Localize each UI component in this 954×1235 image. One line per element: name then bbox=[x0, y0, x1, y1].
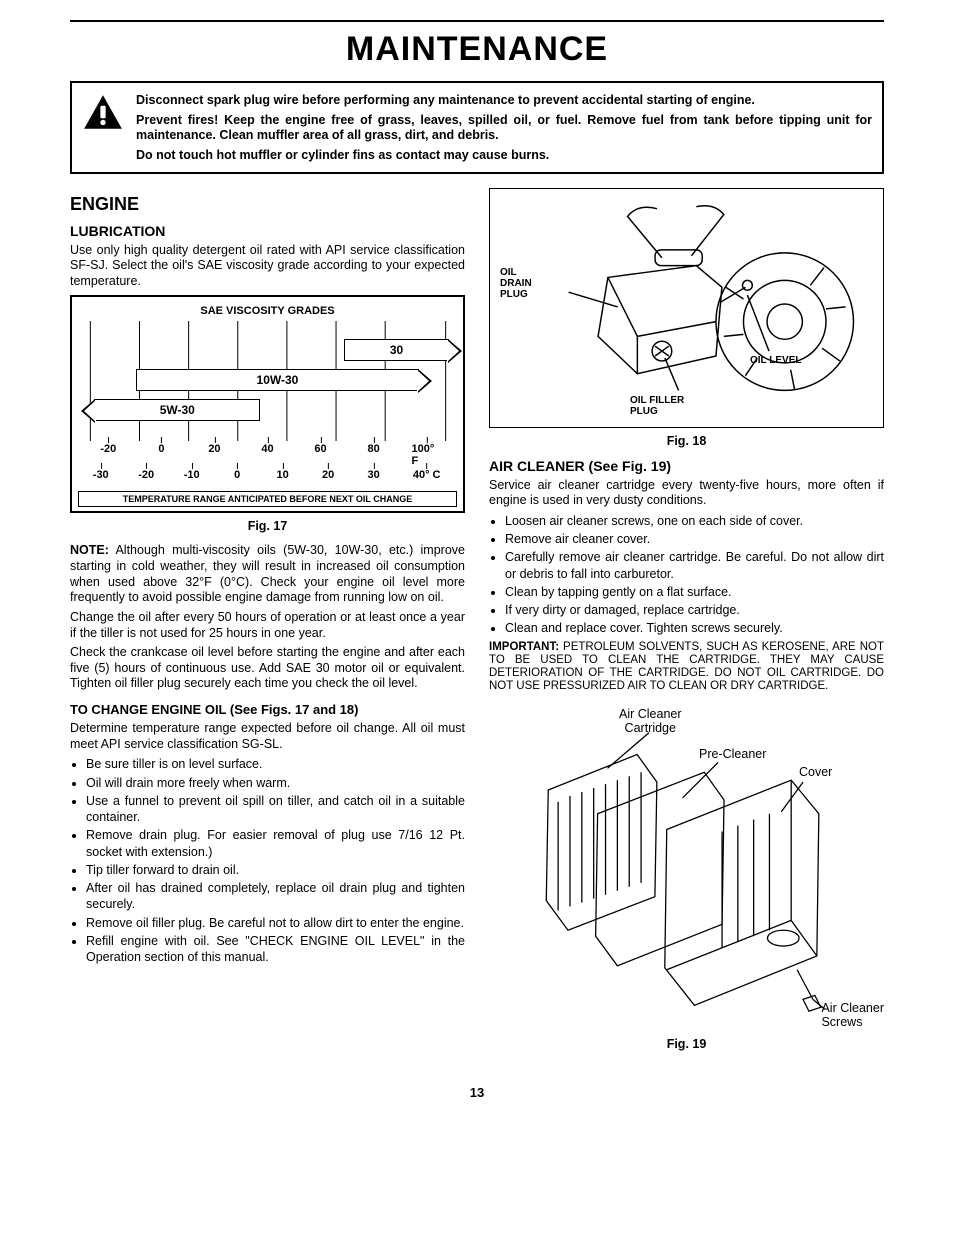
oilchange-step: Oil will drain more freely when warm. bbox=[86, 775, 465, 791]
oilchange-heading: TO CHANGE ENGINE OIL (See Figs. 17 and 1… bbox=[70, 702, 465, 717]
axis-tick: 0 bbox=[158, 443, 164, 455]
aircleaner-step: Clean by tapping gently on a flat surfac… bbox=[505, 584, 884, 600]
lubrication-intro: Use only high quality detergent oil rate… bbox=[70, 243, 465, 290]
fig18-filler-label: OIL FILLER PLUG bbox=[630, 395, 684, 417]
note-label: NOTE: bbox=[70, 543, 109, 557]
ticks-c: -30 -20 -10 0 10 20 30 40° C bbox=[78, 469, 457, 487]
left-column: ENGINE LUBRICATION Use only high quality… bbox=[70, 188, 465, 1062]
bar-10w30-label: 10W-30 bbox=[257, 373, 299, 387]
chart-footer: TEMPERATURE RANGE ANTICIPATED BEFORE NEX… bbox=[78, 491, 457, 507]
axis-tick: 40 bbox=[261, 443, 273, 455]
fig18-level-label: OIL LEVEL bbox=[750, 355, 802, 366]
aircleaner-important: IMPORTANT: PETROLEUM SOLVENTS, SUCH AS K… bbox=[489, 641, 884, 694]
axis-tick: 20 bbox=[208, 443, 220, 455]
axis-tick: 30 bbox=[367, 469, 379, 481]
fig19-cover-label: Cover bbox=[799, 765, 832, 779]
fig19-cartridge-label: Air Cleaner Cartridge bbox=[619, 707, 682, 735]
change-para-2: Check the crankcase oil level before sta… bbox=[70, 645, 465, 692]
aircleaner-steps: Loosen air cleaner screws, one on each s… bbox=[505, 513, 884, 637]
fig19: Air Cleaner Cartridge Pre-Cleaner Cover … bbox=[489, 701, 884, 1041]
axis-tick: 0 bbox=[234, 469, 240, 481]
warning-box: Disconnect spark plug wire before perfor… bbox=[70, 81, 884, 174]
warning-icon bbox=[82, 89, 124, 166]
axis-tick: -30 bbox=[93, 469, 109, 481]
axis-tick: 60 bbox=[314, 443, 326, 455]
fig19-screws-label: Air Cleaner Screws bbox=[821, 1001, 884, 1029]
lubrication-note: NOTE: Although multi-viscosity oils (5W-… bbox=[70, 543, 465, 606]
bar-5w30: 5W-30 bbox=[94, 399, 260, 421]
axis-tick: 20 bbox=[322, 469, 334, 481]
aircleaner-step: Carefully remove air cleaner cartridge. … bbox=[505, 549, 884, 582]
note-text: Although multi-viscosity oils (5W-30, 10… bbox=[70, 543, 465, 604]
bar-sae30-label: 30 bbox=[390, 343, 403, 357]
oilchange-step: Refill engine with oil. See "CHECK ENGIN… bbox=[86, 933, 465, 966]
bar-10w30: 10W-30 bbox=[136, 369, 420, 391]
ticks-f: -20020406080100° F bbox=[78, 443, 457, 461]
oilchange-step: Be sure tiller is on level surface. bbox=[86, 756, 465, 772]
fig18: OIL DRAIN PLUG OIL LEVEL OIL FILLER PLUG bbox=[489, 188, 884, 428]
axis-tick: -20 bbox=[138, 469, 154, 481]
oilchange-steps: Be sure tiller is on level surface. Oil w… bbox=[86, 756, 465, 965]
page-title: MAINTENANCE bbox=[70, 30, 884, 69]
warning-line-3: Do not touch hot muffler or cylinder fin… bbox=[136, 148, 872, 164]
important-label: IMPORTANT: bbox=[489, 641, 559, 653]
aircleaner-step: If very dirty or damaged, replace cartri… bbox=[505, 602, 884, 618]
top-rule bbox=[70, 20, 884, 22]
axis-tick: 80 bbox=[367, 443, 379, 455]
axis-tick: -10 bbox=[184, 469, 200, 481]
chart-area: 30 10W-30 5W-30 bbox=[78, 321, 457, 441]
axis-tick: 40° C bbox=[413, 469, 441, 481]
oilchange-intro: Determine temperature range expected bef… bbox=[70, 721, 465, 752]
warning-line-2: Prevent fires! Keep the engine free of g… bbox=[136, 113, 872, 144]
right-column: OIL DRAIN PLUG OIL LEVEL OIL FILLER PLUG… bbox=[489, 188, 884, 1062]
oilchange-step: Remove drain plug. For easier removal of… bbox=[86, 827, 465, 860]
oilchange-step: After oil has drained completely, replac… bbox=[86, 880, 465, 913]
chart-title: SAE VISCOSITY GRADES bbox=[78, 305, 457, 317]
fig18-svg bbox=[490, 189, 883, 425]
lubrication-heading: LUBRICATION bbox=[70, 223, 465, 239]
aircleaner-heading: AIR CLEANER (See Fig. 19) bbox=[489, 458, 884, 474]
bar-sae30: 30 bbox=[344, 339, 450, 361]
oilchange-step: Use a funnel to prevent oil spill on til… bbox=[86, 793, 465, 826]
change-para-1: Change the oil after every 50 hours of o… bbox=[70, 610, 465, 641]
fig19-svg bbox=[489, 701, 884, 1041]
oilchange-step: Tip tiller forward to drain oil. bbox=[86, 862, 465, 878]
aircleaner-step: Clean and replace cover. Tighten screws … bbox=[505, 620, 884, 636]
page-number: 13 bbox=[70, 1085, 884, 1100]
aircleaner-step: Remove air cleaner cover. bbox=[505, 531, 884, 547]
warning-text: Disconnect spark plug wire before perfor… bbox=[136, 89, 872, 166]
aircleaner-intro: Service air cleaner cartridge every twen… bbox=[489, 478, 884, 509]
fig18-caption: Fig. 18 bbox=[489, 434, 884, 448]
bar-5w30-label: 5W-30 bbox=[160, 403, 195, 417]
fig17-caption: Fig. 17 bbox=[70, 519, 465, 533]
warning-line-1: Disconnect spark plug wire before perfor… bbox=[136, 93, 872, 109]
axis-tick: -20 bbox=[100, 443, 116, 455]
axis-tick: 10 bbox=[277, 469, 289, 481]
engine-heading: ENGINE bbox=[70, 194, 465, 215]
oilchange-step: Remove oil filler plug. Be careful not t… bbox=[86, 915, 465, 931]
sae-chart: SAE VISCOSITY GRADES 30 10W-30 5W-30 -20… bbox=[70, 295, 465, 513]
fig19-pre-label: Pre-Cleaner bbox=[699, 747, 766, 761]
fig18-drain-label: OIL DRAIN PLUG bbox=[500, 267, 532, 300]
aircleaner-step: Loosen air cleaner screws, one on each s… bbox=[505, 513, 884, 529]
